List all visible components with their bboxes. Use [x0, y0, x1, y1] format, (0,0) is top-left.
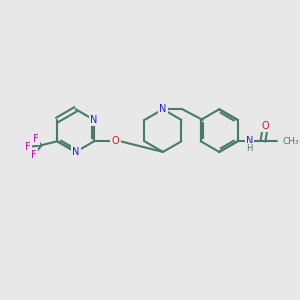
Text: F: F: [31, 150, 37, 160]
Text: N: N: [72, 147, 80, 157]
Text: F: F: [25, 142, 31, 152]
Text: N: N: [91, 115, 98, 125]
Text: N: N: [159, 104, 167, 114]
Text: CH₃: CH₃: [282, 137, 299, 146]
Text: O: O: [261, 121, 269, 131]
Text: O: O: [112, 136, 119, 146]
Text: H: H: [246, 144, 253, 153]
Text: N: N: [246, 136, 253, 146]
Text: F: F: [33, 134, 39, 144]
